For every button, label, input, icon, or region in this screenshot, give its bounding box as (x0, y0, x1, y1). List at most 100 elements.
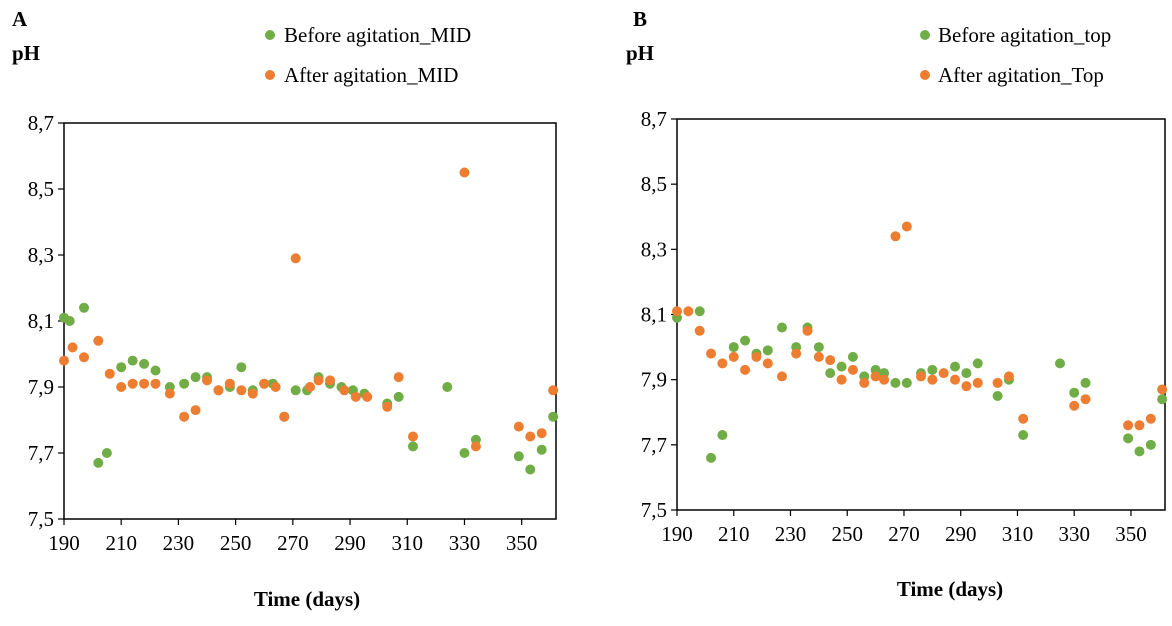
data-point-series2-b (1157, 384, 1168, 395)
data-point-series1-b (776, 322, 787, 333)
data-point-series2-b (694, 325, 705, 336)
x-axis-label-b: Time (days) (897, 577, 1003, 601)
data-point-series2-a (164, 388, 175, 399)
x-tick-label-b: 190 (661, 522, 693, 546)
data-point-series1-b (1157, 394, 1168, 405)
data-point-series1-a (139, 358, 150, 369)
data-point-series2-b (1069, 400, 1080, 411)
y-tick-label-a: 7,5 (28, 507, 54, 531)
chart-panel-b: B pH Time (days) Before agitation_top Af… (626, 7, 1168, 601)
data-point-series1-b (1055, 358, 1066, 369)
data-point-series2-b (813, 351, 824, 362)
plot-frame-a (63, 122, 557, 520)
data-point-series1-b (1018, 430, 1029, 441)
x-tick-label-b: 310 (1002, 522, 1034, 546)
y-tick-label-b: 8,3 (641, 237, 667, 261)
x-tick-label-b: 270 (888, 522, 920, 546)
data-point-series2-a (305, 382, 315, 392)
data-point-series2-b (791, 348, 802, 359)
data-point-series2-a (525, 431, 536, 442)
data-point-series2-b (890, 231, 901, 242)
data-point-series2-a (104, 368, 115, 379)
data-point-series2-b (1145, 413, 1156, 424)
data-point-series2-b (728, 351, 739, 362)
data-point-series1-b (706, 452, 717, 463)
data-point-series1-b (717, 430, 728, 441)
y-tick-label-b: 8,1 (641, 303, 667, 327)
x-tick-label-a: 230 (163, 531, 195, 555)
data-point-series1-a (101, 448, 112, 458)
data-point-series1-a (150, 365, 161, 376)
data-point-series2-a (290, 253, 301, 264)
data-point-series1-a (236, 362, 247, 373)
data-point-series2-a (259, 378, 270, 389)
data-point-series2-b (825, 355, 836, 366)
data-point-series1-a (290, 385, 301, 396)
data-point-series2-b (1080, 394, 1091, 405)
data-point-series1-a (407, 441, 418, 452)
data-point-series1-b (740, 335, 751, 346)
data-point-series2-a (59, 355, 69, 366)
data-point-series2-b (870, 371, 881, 382)
legend-label-series2-b: After agitation_Top (938, 63, 1104, 87)
y-tick-label-b: 7,9 (641, 368, 667, 392)
data-point-series1-a (393, 391, 404, 402)
data-point-series2-a (548, 385, 559, 396)
data-point-series2-a (339, 385, 350, 396)
y-tick-label-a: 7,9 (28, 375, 54, 399)
legend-a: Before agitation_MID After agitation_MID (265, 23, 471, 87)
data-point-series2-b (740, 364, 751, 375)
data-point-series2-b (1134, 420, 1145, 431)
data-point-series2-a (202, 375, 213, 386)
x-tick-label-a: 250 (220, 531, 252, 555)
data-point-series2-b (776, 371, 787, 382)
y-tick-label-b: 8,7 (641, 107, 667, 131)
data-point-series2-b (1003, 371, 1014, 382)
data-point-series2-b (751, 351, 762, 362)
data-point-series2-a (224, 378, 235, 389)
data-point-series1-a (93, 457, 104, 468)
data-point-series2-b (950, 374, 961, 385)
data-point-series2-a (407, 431, 418, 442)
data-point-series1-b (927, 364, 938, 375)
data-point-series1-b (972, 358, 983, 369)
plot-frame-b (676, 118, 1166, 511)
data-point-series2-b (802, 325, 813, 336)
data-point-series2-b (847, 364, 858, 375)
x-tick-label-b: 250 (831, 522, 863, 546)
data-point-series2-b (706, 348, 717, 359)
data-point-series1-b (825, 368, 836, 379)
data-point-series2-a (116, 382, 127, 392)
data-point-series2-a (382, 401, 393, 412)
data-point-series2-b (938, 368, 949, 379)
data-point-series1-b (1145, 439, 1156, 450)
data-point-series2-a (213, 385, 224, 396)
y-axis-label-b: pH (626, 41, 654, 65)
data-point-series2-a (79, 352, 90, 363)
data-point-series2-b (762, 358, 773, 369)
data-point-series2-a (127, 378, 138, 389)
data-point-series1-a (536, 444, 547, 455)
data-point-series2-b (972, 377, 983, 388)
data-point-series2-a (270, 382, 281, 392)
data-point-series2-b (717, 358, 728, 369)
data-point-series1-a (179, 378, 190, 389)
data-point-series2-b (961, 381, 972, 392)
data-point-series1-a (459, 448, 470, 458)
data-point-series1-b (901, 377, 912, 388)
chart-panel-a: A pH Time (days) Before agitation_MID Af… (12, 7, 559, 611)
data-point-series1-a (64, 316, 75, 326)
data-point-series1-b (1069, 387, 1080, 398)
data-point-series2-a (470, 441, 481, 452)
data-point-series1-a (116, 362, 127, 373)
data-point-series1-b (762, 345, 773, 356)
data-point-series1-a (190, 372, 201, 383)
data-point-series1-b (728, 342, 739, 353)
data-point-series1-a (79, 302, 90, 313)
x-tick-label-a: 270 (277, 531, 309, 555)
data-point-series2-b (859, 377, 870, 388)
y-tick-label-b: 8,5 (641, 172, 667, 196)
y-axis-label-a: pH (12, 41, 40, 65)
x-tick-label-b: 290 (945, 522, 977, 546)
